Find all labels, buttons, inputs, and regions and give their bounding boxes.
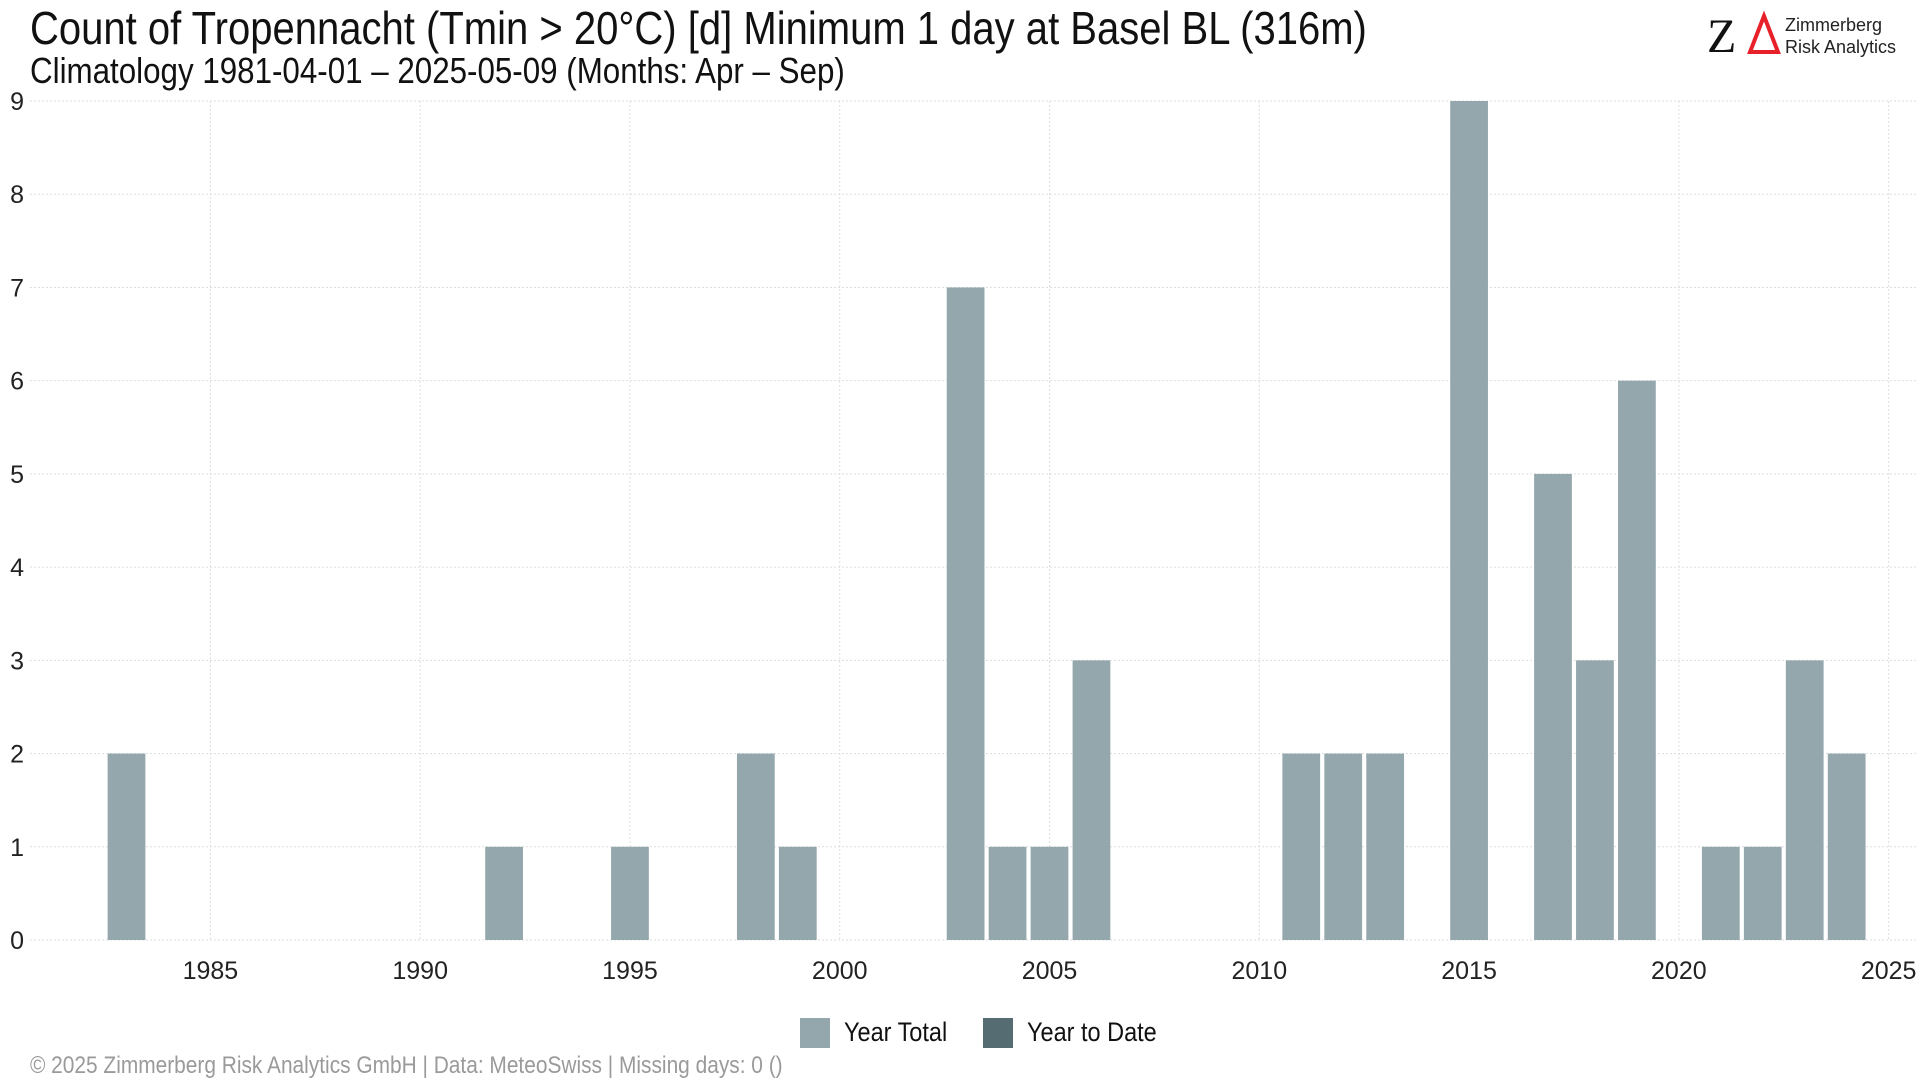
y-tick-label: 4 (10, 554, 24, 582)
bar-2012 (1324, 753, 1363, 940)
bar-2006 (1072, 660, 1111, 940)
bar-2003 (946, 287, 985, 940)
legend-swatch-year-total (800, 1017, 830, 1048)
chart-subtitle: Climatology 1981-04-01 – 2025-05-09 (Mon… (30, 50, 845, 91)
bar-2013 (1366, 753, 1405, 940)
y-tick-label: 1 (10, 834, 24, 862)
x-tick-label: 2020 (1651, 957, 1707, 985)
legend-swatch-year-to-date (982, 1017, 1013, 1048)
y-tick-label: 3 (10, 647, 24, 675)
bar-1998 (736, 753, 775, 940)
footer-credits: © 2025 Zimmerberg Risk Analytics GmbH | … (30, 1052, 783, 1079)
bar-2005 (1030, 846, 1069, 940)
x-tick-label: 1995 (602, 957, 658, 985)
bar-1992 (485, 846, 523, 940)
bar-2015 (1450, 101, 1488, 940)
y-tick-label: 7 (10, 274, 24, 302)
chart-title: Count of Tropennacht (Tmin > 20°C) [d] M… (30, 2, 1367, 54)
bar-2011 (1282, 753, 1321, 940)
y-tick-label: 8 (10, 181, 24, 209)
company-logo: Z Zimmerberg Risk Analytics (1705, 10, 1905, 63)
bar-chart: 0 1 2 3 4 5 6 7 8 9 1985 1990 1995 2000 2005 2010 2015 20… (10, 88, 1918, 985)
y-tick-label: 2 (10, 741, 24, 769)
logo-text: Zimmerberg Risk Analytics (1785, 14, 1896, 58)
x-tick-label: 1990 (392, 957, 448, 985)
legend-label-year-total: Year Total (844, 1017, 948, 1047)
legend-item-year-to-date: Year to Date (982, 1017, 1176, 1048)
y-tick-label: 5 (10, 461, 24, 489)
logo-line-2: Risk Analytics (1785, 37, 1897, 57)
bar-2017 (1534, 473, 1572, 940)
y-tick-label: 0 (10, 927, 24, 955)
bar-2024 (1827, 753, 1866, 940)
x-tick-label: 1985 (183, 957, 239, 985)
x-tick-label: 2010 (1231, 957, 1287, 985)
x-tick-label: 2015 (1441, 957, 1497, 985)
x-tick-label: 2005 (1022, 957, 1078, 985)
bar-2021 (1701, 846, 1740, 940)
bar-1995 (611, 846, 649, 940)
svg-text:Z: Z (1707, 10, 1736, 60)
bar-2019 (1618, 380, 1656, 941)
y-tick-label: 6 (10, 368, 24, 396)
chart-legend: Year Total Year to Date (800, 1017, 1196, 1048)
bar-2018 (1576, 660, 1614, 940)
x-tick-label: 2000 (812, 957, 868, 985)
x-tick-label: 2025 (1861, 957, 1917, 985)
legend-item-year-total: Year Total (800, 1017, 963, 1048)
bar-2022 (1743, 846, 1782, 940)
legend-label-year-to-date: Year to Date (1026, 1017, 1157, 1047)
logo-line-1: Zimmerberg (1785, 15, 1883, 35)
bar-2004 (988, 846, 1027, 940)
bar-1999 (778, 846, 817, 940)
bar-2023 (1785, 660, 1824, 940)
bar-1983 (107, 753, 146, 940)
za-logo-mark-icon: Z (1707, 10, 1781, 63)
y-tick-label: 9 (10, 88, 24, 116)
